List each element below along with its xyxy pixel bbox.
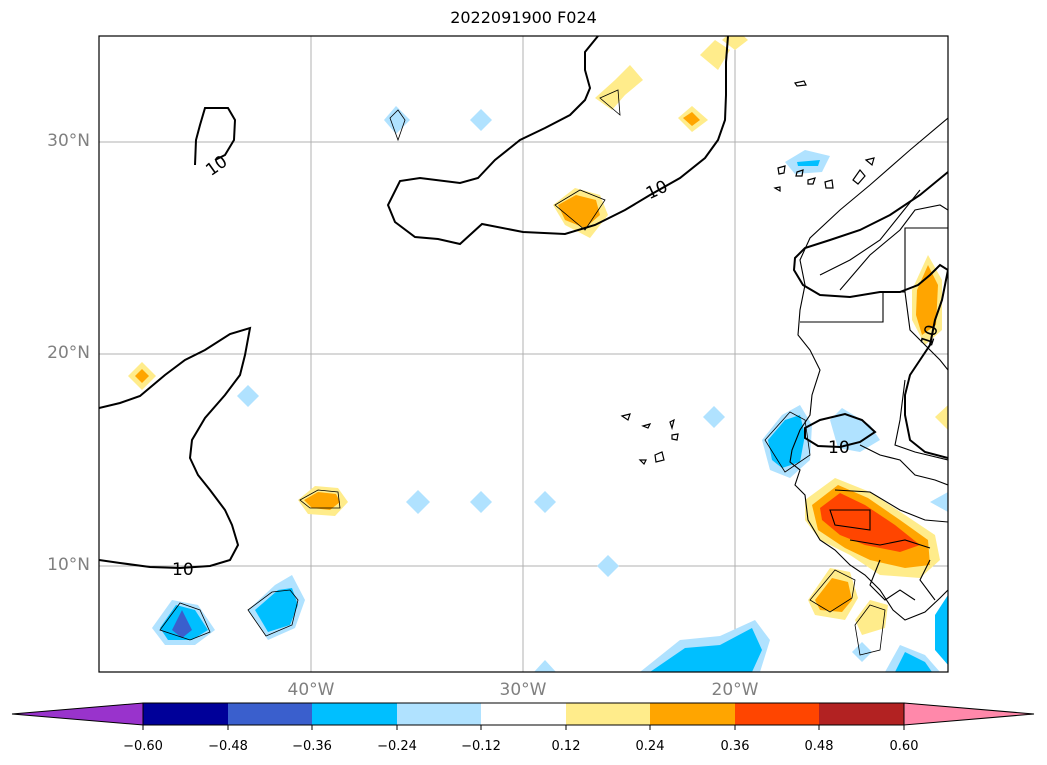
lon-label-20w: 20°W bbox=[711, 680, 759, 700]
colorbar-tick-label: 0.12 bbox=[551, 739, 581, 754]
negative-anomaly-patch bbox=[470, 109, 492, 131]
colorbar-tick-label: −0.24 bbox=[377, 739, 417, 754]
negative-anomaly-patch bbox=[935, 595, 948, 665]
colorbar-tick-label: 0.24 bbox=[635, 739, 665, 754]
colorbar-tick-label: −0.48 bbox=[208, 739, 248, 754]
positive-anomaly-patch bbox=[935, 405, 948, 430]
contour-label: 10 bbox=[172, 560, 194, 580]
negative-anomaly-patch bbox=[384, 106, 410, 134]
lat-label-30n: 30°N bbox=[47, 131, 90, 151]
negative-anomaly-patch bbox=[406, 490, 430, 514]
negative-anomaly-patch bbox=[470, 491, 492, 513]
negative-anomaly-patch bbox=[768, 415, 805, 468]
colorbar-segment bbox=[566, 703, 650, 725]
negative-anomaly-patch bbox=[830, 408, 880, 452]
negative-anomaly-patch bbox=[930, 492, 948, 512]
colorbar bbox=[11, 702, 1035, 730]
colorbar-segment bbox=[735, 703, 819, 725]
gridlines bbox=[99, 36, 948, 672]
negative-anomaly-patch bbox=[703, 406, 725, 428]
lon-label-30w: 30°W bbox=[499, 680, 547, 700]
negative-anomaly-patch bbox=[534, 491, 556, 513]
heavy-contours bbox=[99, 36, 948, 570]
map-frame bbox=[98, 35, 949, 673]
colorbar-tick-label: −0.12 bbox=[461, 739, 501, 754]
positive-anomaly-patch bbox=[558, 195, 600, 228]
negative-anomaly-patch bbox=[237, 385, 259, 407]
negative-anomaly-patch bbox=[597, 555, 619, 577]
negative-anomaly-patch bbox=[797, 160, 820, 166]
colorbar-over-triangle bbox=[903, 702, 1035, 726]
colorbar-segment bbox=[312, 703, 397, 725]
contour-label: 10 bbox=[828, 438, 850, 458]
negative-anomaly-patch bbox=[895, 652, 932, 672]
colorbar-segment bbox=[397, 703, 481, 725]
colorbar-segment bbox=[819, 703, 904, 725]
colorbar-segment bbox=[143, 703, 228, 725]
colorbar-tick-label: 0.36 bbox=[720, 739, 750, 754]
negative-anomaly-patch bbox=[172, 610, 192, 638]
positive-anomaly-patch bbox=[135, 369, 149, 383]
positive-anomaly-patch bbox=[855, 600, 888, 635]
negative-anomaly-patch bbox=[650, 628, 762, 672]
lon-label-40w: 40°W bbox=[287, 680, 335, 700]
positive-anomaly-patch bbox=[304, 492, 340, 510]
shaded-anomaly-field bbox=[128, 36, 948, 672]
lat-label-20n: 20°N bbox=[47, 343, 90, 363]
lat-label-10n: 10°N bbox=[47, 555, 90, 575]
negative-anomaly-patch bbox=[255, 588, 298, 632]
positive-anomaly-patch bbox=[595, 65, 643, 110]
negative-anomaly-patch bbox=[852, 642, 872, 662]
thin-contours bbox=[159, 89, 886, 656]
negative-anomaly-patch bbox=[534, 660, 556, 672]
coastlines bbox=[789, 117, 948, 621]
colorbar-segment bbox=[650, 703, 735, 725]
map-title: 2022091900 F024 bbox=[450, 8, 597, 27]
colorbar-segment bbox=[481, 703, 566, 725]
positive-anomaly-patch bbox=[700, 40, 730, 70]
colorbar-tick-label: 0.48 bbox=[804, 739, 834, 754]
colorbar-tick-label: −0.36 bbox=[292, 739, 332, 754]
positive-anomaly-patch bbox=[683, 112, 700, 126]
colorbar-under-triangle bbox=[11, 702, 144, 726]
islands bbox=[620, 80, 875, 466]
colorbar-segment bbox=[228, 703, 312, 725]
colorbar-tick-label: −0.60 bbox=[123, 739, 163, 754]
colorbar-tick-label: 0.60 bbox=[889, 739, 919, 754]
